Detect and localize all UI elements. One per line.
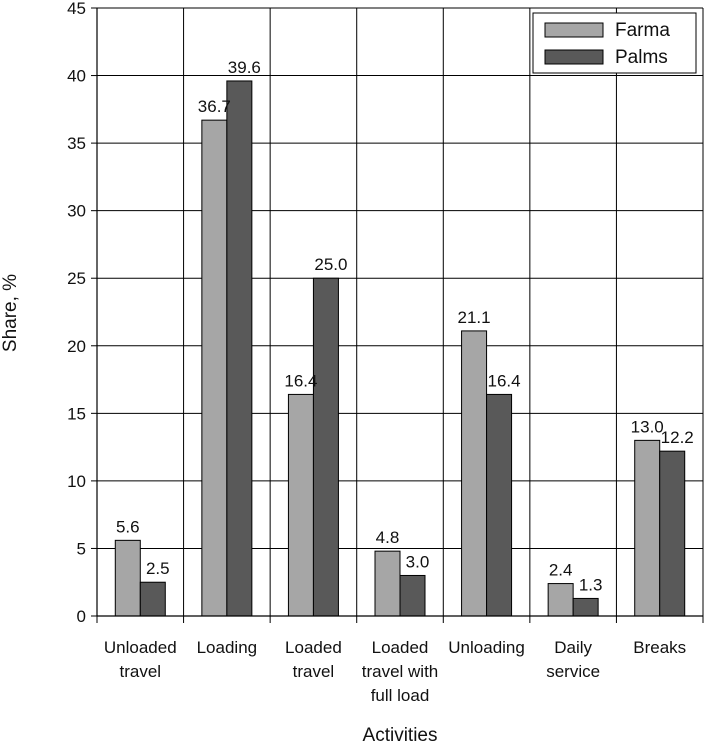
legend-label-farma: Farma — [615, 20, 670, 41]
data-label-farma-6: 2.4 — [549, 561, 573, 580]
bar-palms-4 — [399, 574, 426, 617]
legend-swatch-palms — [544, 49, 604, 65]
x-tick-label: Loaded travel — [285, 638, 342, 681]
bar-palms-7 — [659, 450, 686, 617]
y-tick-label: 20 — [67, 337, 86, 356]
x-axis-label: Activities — [363, 725, 438, 743]
y-tick-label: 5 — [77, 539, 86, 558]
bar-farma-7 — [634, 439, 661, 617]
x-tick-label: Daily service — [546, 638, 600, 681]
legend-label-palms: Palms — [615, 47, 668, 68]
x-tick-label: Unloaded travel — [104, 638, 177, 681]
data-label-palms-2: 39.6 — [228, 58, 261, 77]
data-label-palms-5: 16.4 — [488, 371, 521, 390]
y-axis-label: Share, % — [0, 274, 21, 352]
legend: Farma Palms — [532, 12, 697, 74]
data-label-farma-1: 5.6 — [116, 517, 140, 536]
y-tick-labels: 0 5 10 15 20 25 30 35 40 45 — [67, 0, 86, 626]
bar-farma-1 — [114, 539, 141, 617]
x-tick-label: Loaded travel with full load — [362, 638, 439, 705]
y-tick-label: 0 — [77, 607, 86, 626]
data-label-palms-1: 2.5 — [146, 559, 170, 578]
bar-palms-1 — [139, 581, 166, 617]
y-tick-label: 45 — [67, 0, 86, 18]
bar-palms-6 — [572, 597, 599, 617]
bars — [114, 80, 686, 617]
x-tick-label: Breaks — [633, 638, 686, 657]
data-label-farma-2: 36.7 — [198, 97, 231, 116]
x-tick-label: Unloading — [448, 638, 525, 657]
data-label-palms-7: 12.2 — [661, 428, 694, 447]
y-tick-label: 15 — [67, 404, 86, 423]
data-labels: 5.6 2.5 36.7 39.6 16.4 25.0 4.8 3.0 21.1 16.4 2.4 1… — [116, 58, 694, 594]
data-label-palms-6: 1.3 — [579, 575, 603, 594]
legend-swatch-farma — [544, 22, 604, 38]
y-tick-label: 30 — [67, 202, 86, 221]
bar-palms-5 — [486, 393, 513, 617]
data-label-palms-4: 3.0 — [406, 552, 430, 571]
x-tick-label: Loading — [197, 638, 258, 657]
bar-farma-4 — [374, 550, 401, 617]
bar-farma-6 — [547, 583, 574, 617]
data-label-farma-5: 21.1 — [458, 308, 491, 327]
y-tick-label: 35 — [67, 134, 86, 153]
gridlines — [97, 7, 704, 623]
bar-palms-3 — [312, 277, 339, 617]
bar-palms-2 — [226, 80, 253, 617]
bar-farma-5 — [461, 330, 488, 617]
data-label-farma-4: 4.8 — [376, 528, 400, 547]
data-label-palms-3: 25.0 — [314, 255, 347, 274]
data-label-farma-7: 13.0 — [631, 417, 664, 436]
bar-farma-3 — [287, 393, 314, 617]
y-tick-label: 10 — [67, 472, 86, 491]
y-tick-label: 25 — [67, 269, 86, 288]
axes — [91, 7, 703, 623]
x-tick-labels: Unloaded travel Loading Loaded travel Loaded t… — [104, 638, 686, 705]
data-label-farma-3: 16.4 — [284, 371, 317, 390]
y-tick-label: 40 — [67, 67, 86, 86]
bar-farma-2 — [201, 119, 228, 617]
